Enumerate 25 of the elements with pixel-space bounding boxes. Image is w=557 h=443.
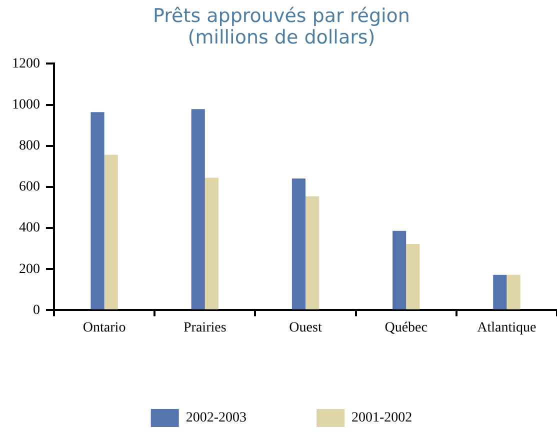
bar bbox=[392, 230, 406, 310]
x-tick-label: Prairies bbox=[184, 320, 226, 336]
y-tick-label: 200 bbox=[19, 262, 40, 277]
bar bbox=[406, 244, 420, 310]
legend-label: 2002-2003 bbox=[186, 410, 247, 426]
y-tick-label: 0 bbox=[33, 302, 40, 318]
bar bbox=[292, 178, 306, 310]
legend-label: 2001-2002 bbox=[352, 410, 412, 426]
x-tick-label: Atlantique bbox=[477, 320, 536, 336]
x-tick-label: Québec bbox=[384, 320, 428, 336]
y-tick-label: 600 bbox=[19, 180, 40, 195]
y-tick-label: 1000 bbox=[12, 97, 40, 112]
bar bbox=[306, 196, 320, 310]
chart-title: Prêts approuvés par région (millions de dollars) bbox=[153, 4, 410, 49]
bar bbox=[493, 274, 507, 310]
bar bbox=[90, 112, 104, 310]
bar bbox=[191, 109, 205, 310]
bar bbox=[506, 274, 520, 310]
x-tick-label: Ontario bbox=[82, 320, 126, 336]
bar bbox=[204, 178, 218, 310]
x-tick-label: Ouest bbox=[289, 320, 322, 336]
bar bbox=[104, 154, 118, 310]
y-tick-label: 800 bbox=[19, 138, 40, 154]
y-tick-label: 1200 bbox=[12, 56, 40, 72]
y-tick-label: 400 bbox=[19, 220, 40, 236]
